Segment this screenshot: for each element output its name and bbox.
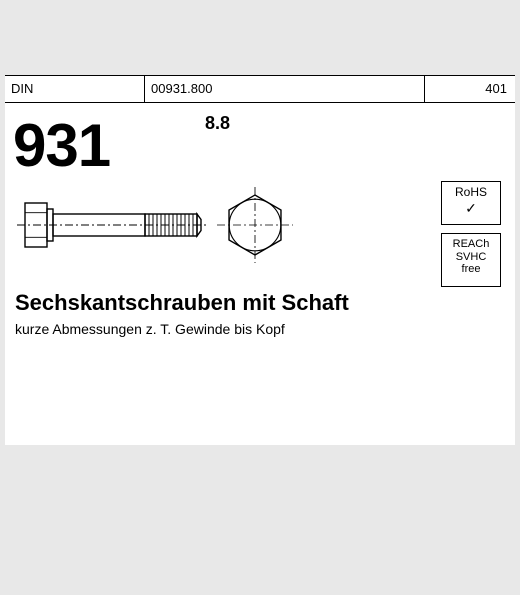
din-number: 931	[13, 111, 110, 180]
topbar-right: 401	[425, 76, 515, 102]
spec-topbar: DIN 00931.800 401	[5, 75, 515, 103]
reach-label: REACh SVHC free	[444, 238, 498, 276]
product-title: Sechskantschrauben mit Schaft	[15, 290, 349, 316]
strength-grade: 8.8	[205, 113, 230, 134]
check-icon: ✓	[444, 200, 498, 216]
product-subtitle: kurze Abmessungen z. T. Gewinde bis Kopf	[15, 321, 285, 337]
bolt-diagram	[15, 185, 315, 275]
rohs-badge: RoHS ✓	[441, 181, 501, 225]
topbar-standard: DIN	[5, 76, 145, 102]
topbar-code: 00931.800	[145, 76, 425, 102]
reach-badge: REACh SVHC free	[441, 233, 501, 287]
rohs-label: RoHS	[444, 186, 498, 200]
